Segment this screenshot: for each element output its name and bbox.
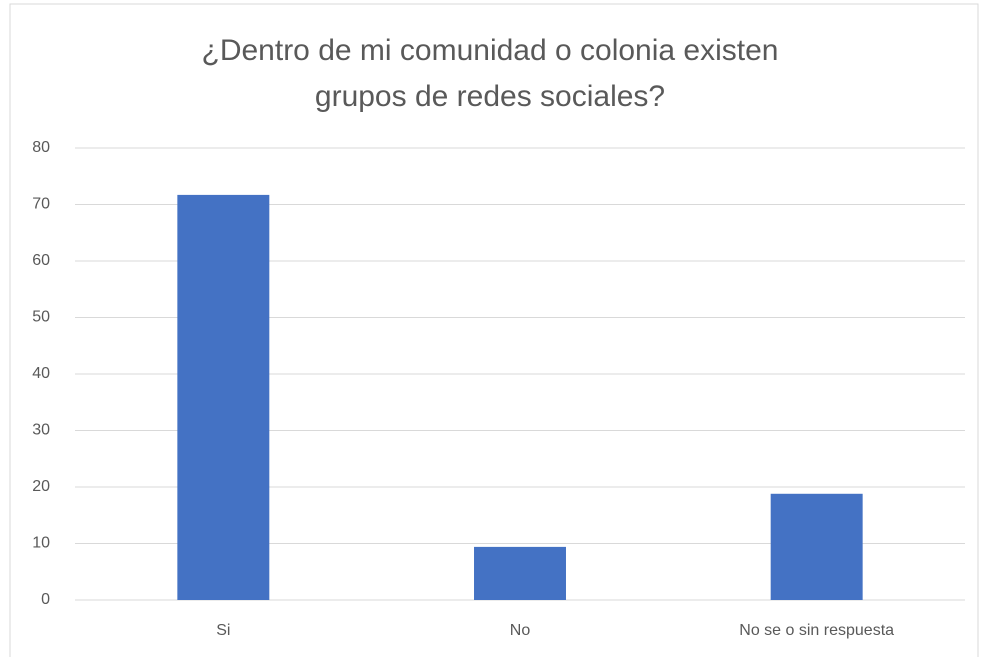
y-tick-label: 10 <box>32 535 50 552</box>
chart-border <box>9 3 979 657</box>
x-tick-label: No se o sin respuesta <box>739 622 894 639</box>
y-tick-label: 80 <box>32 139 50 156</box>
x-tick-label: Si <box>216 622 230 639</box>
chart-title: ¿Dentro de mi comunidad o colonia existe… <box>201 34 779 113</box>
y-tick-label: 70 <box>32 196 50 213</box>
y-tick-label: 20 <box>32 478 50 495</box>
y-tick-label: 30 <box>32 422 50 439</box>
x-tick-label: No <box>510 622 531 639</box>
y-tick-label: 50 <box>32 309 50 326</box>
bar <box>474 546 566 600</box>
y-tick-label: 0 <box>41 591 50 608</box>
bar <box>770 493 863 600</box>
bar <box>177 194 270 600</box>
y-tick-label: 40 <box>32 365 50 382</box>
y-tick-label: 60 <box>32 252 50 269</box>
